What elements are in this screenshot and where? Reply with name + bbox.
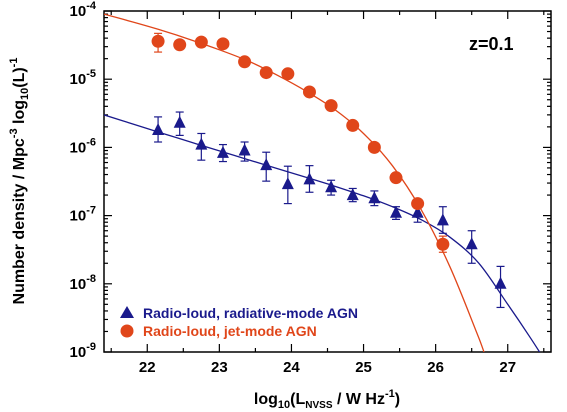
- y-tick-label: 10-7: [70, 205, 96, 225]
- y-tick-label: 10-6: [70, 136, 96, 156]
- data-point-jet: [216, 37, 230, 51]
- data-point-radiative: [436, 213, 449, 226]
- data-point-jet: [346, 118, 360, 132]
- redshift-annotation: z=0.1: [469, 34, 514, 54]
- data-point-radiative: [216, 145, 229, 158]
- data-point-jet: [151, 34, 165, 48]
- legend-label-jet: Radio-loud, jet-mode AGN: [143, 323, 317, 339]
- data-point-jet: [389, 171, 403, 185]
- x-axis-label: log10(LNVSS / W Hz-1): [254, 388, 400, 411]
- data-point-radiative: [281, 177, 294, 190]
- data-point-jet: [411, 197, 425, 211]
- x-tick-labels: 22 23 24 25 26 27: [139, 359, 516, 376]
- data-point-radiative: [368, 191, 381, 204]
- data-point-radiative: [494, 276, 507, 289]
- data-point-radiative: [325, 180, 338, 193]
- data-point-jet: [238, 55, 252, 69]
- legend-label-radiative: Radio-loud, radiative-mode AGN: [143, 305, 358, 321]
- x-tick-label: 27: [499, 359, 516, 376]
- data-point-jet: [173, 38, 187, 52]
- legend: Radio-loud, radiative-mode AGN Radio-lou…: [120, 305, 358, 339]
- data-point-radiative: [303, 172, 316, 185]
- data-point-radiative: [346, 188, 359, 201]
- data-point-jet: [436, 237, 450, 251]
- data-point-radiative: [152, 122, 165, 135]
- x-tick-label: 24: [283, 359, 300, 376]
- data-point-jet: [194, 35, 208, 49]
- data-point-jet: [367, 140, 381, 154]
- axis-ticks: [104, 10, 551, 353]
- legend-marker-jet: [120, 324, 134, 338]
- data-point-radiative: [195, 137, 208, 150]
- y-tick-label: 10-8: [70, 273, 96, 293]
- data-point-jet: [324, 99, 338, 113]
- y-tick-label: 10-4: [70, 0, 97, 20]
- y-tick-labels: 10-4 10-5 10-6 10-7 10-8 10-9: [70, 0, 97, 361]
- data-point-jet: [281, 67, 295, 81]
- data-point-radiative: [465, 237, 478, 250]
- x-tick-label: 22: [139, 359, 156, 376]
- y-tick-label: 10-9: [70, 341, 96, 361]
- data-point-jet: [259, 66, 273, 80]
- x-tick-label: 26: [427, 359, 444, 376]
- data-point-jet: [302, 85, 316, 99]
- data-point-radiative: [260, 158, 273, 171]
- x-tick-label: 25: [355, 359, 372, 376]
- y-tick-label: 10-5: [70, 68, 96, 88]
- data-point-radiative: [389, 205, 402, 218]
- data-markers: [151, 34, 507, 289]
- data-point-radiative: [411, 205, 424, 218]
- y-axis-label: Number density / Mpc-3 log10(L)-1: [8, 58, 31, 305]
- data-point-radiative: [238, 143, 251, 156]
- x-tick-label: 23: [211, 359, 228, 376]
- radiative-fit-curve: [104, 114, 541, 352]
- data-point-radiative: [173, 115, 186, 128]
- error-bars: [154, 32, 505, 309]
- plot-frame: [103, 10, 552, 353]
- legend-marker-radiative: [120, 306, 134, 318]
